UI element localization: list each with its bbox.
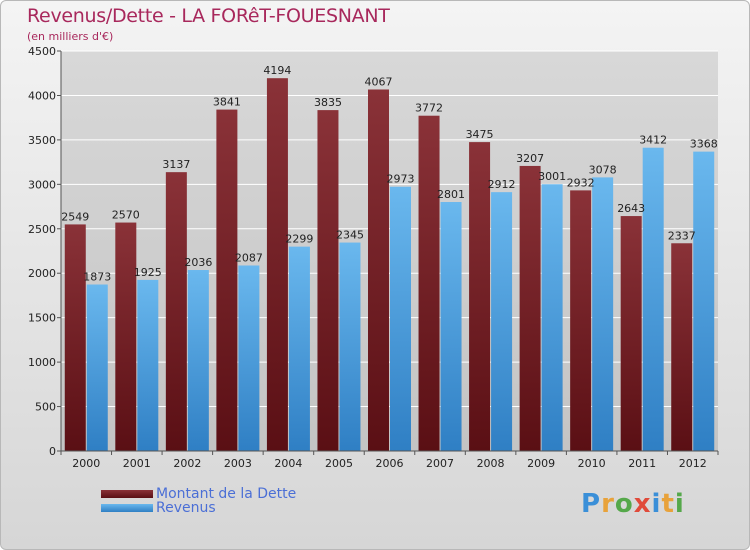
y-tick-label: 500: [35, 401, 56, 414]
data-label-revenus: 3412: [639, 134, 667, 147]
data-label-revenus: 2973: [387, 173, 415, 186]
x-tick-label: 2000: [72, 457, 100, 470]
bar-revenus: [592, 177, 614, 451]
bar-dette: [115, 222, 137, 451]
bar-dette: [469, 142, 491, 451]
bar-revenus: [491, 192, 513, 451]
axis-layer: 0 500 1000 1500 2000 2500 3000 3500 4000 4500 2000…: [28, 45, 719, 470]
x-tick-label: 2008: [477, 457, 505, 470]
bar-dette: [519, 165, 541, 451]
chart-title: Revenus/Dette - LA FORêT-FOUESNANT: [27, 5, 390, 27]
x-tick-label: 2005: [325, 457, 353, 470]
x-tick-label: 2011: [628, 457, 656, 470]
bar-revenus: [187, 270, 209, 451]
data-label-revenus: 2912: [488, 178, 516, 191]
bar-revenus: [390, 186, 411, 451]
bar-revenus: [288, 246, 310, 451]
y-tick-label: 4500: [28, 45, 56, 58]
data-label-dette: 3475: [466, 128, 494, 141]
y-tick-label: 3000: [28, 178, 56, 191]
legend-item-revenus: Revenus: [101, 500, 361, 516]
bar-dette: [317, 110, 339, 451]
data-label-dette: 3137: [162, 158, 190, 171]
bar-dette: [368, 89, 389, 451]
data-label-dette: 4067: [365, 75, 393, 88]
bar-dette: [418, 115, 440, 451]
bar-dette: [165, 172, 187, 451]
x-tick-label: 2004: [274, 457, 302, 470]
data-label-revenus: 2087: [235, 251, 263, 264]
logo-letter: o: [614, 489, 634, 519]
x-tick-label: 2001: [123, 457, 151, 470]
y-tick-label: 3500: [28, 134, 56, 147]
y-tick-label: 0: [49, 445, 56, 458]
y-tick-label: 2000: [28, 267, 56, 280]
y-tick-label: 4000: [28, 89, 56, 102]
data-label-revenus: 1925: [134, 266, 162, 279]
x-tick-label: 2007: [426, 457, 454, 470]
x-tick-label: 2012: [679, 457, 707, 470]
bar-revenus: [238, 265, 260, 451]
bar-revenus: [86, 284, 108, 451]
data-label-revenus: 3078: [589, 163, 617, 176]
data-label-dette: 2337: [668, 229, 696, 242]
logo-letter: i: [651, 489, 662, 519]
x-tick-label: 2003: [224, 457, 252, 470]
data-label-dette: 3841: [213, 96, 241, 109]
bar-revenus: [339, 242, 361, 451]
legend-label-dette: Montant de la Dette: [156, 486, 297, 502]
bars-layer: [64, 78, 715, 452]
bar-dette: [266, 78, 288, 451]
data-label-dette: 4194: [263, 64, 291, 77]
data-label-revenus: 2345: [336, 229, 364, 242]
legend-swatch-revenus: [101, 504, 153, 512]
proxiti-logo: Proxiti: [581, 489, 685, 519]
data-label-dette: 3772: [415, 102, 443, 115]
data-label-revenus: 3001: [538, 170, 566, 183]
legend: Montant de la Dette Revenus: [101, 486, 361, 516]
bar-dette: [64, 224, 86, 451]
legend-label-revenus: Revenus: [156, 500, 216, 516]
data-label-dette: 2643: [617, 202, 645, 215]
bar-revenus: [541, 184, 563, 451]
bar-dette: [671, 243, 693, 451]
bar-revenus: [440, 202, 462, 451]
x-tick-label: 2002: [173, 457, 201, 470]
data-label-dette: 2570: [112, 209, 140, 222]
logo-letter: x: [633, 489, 652, 519]
x-tick-label: 2009: [527, 457, 555, 470]
x-tick-label: 2010: [578, 457, 606, 470]
chart-subtitle: (en milliers d'€): [27, 30, 114, 43]
bar-dette: [216, 109, 238, 452]
y-tick-label: 2500: [28, 223, 56, 236]
plot-area: [61, 51, 718, 451]
bar-revenus: [693, 151, 715, 451]
data-label-dette: 3835: [314, 96, 342, 109]
data-label-revenus: 2036: [184, 256, 212, 269]
bar-dette: [570, 190, 592, 451]
bar-dette: [620, 216, 642, 451]
data-label-revenus: 1873: [83, 271, 111, 284]
x-tick-label: 2006: [376, 457, 404, 470]
data-label-revenus: 3368: [690, 138, 718, 151]
data-label-revenus: 2801: [437, 188, 465, 201]
data-label-dette: 2932: [567, 176, 595, 189]
data-label-revenus: 2299: [285, 233, 313, 246]
data-label-dette: 2549: [61, 210, 89, 223]
y-tick-label: 1000: [28, 356, 56, 369]
y-tick-label: 1500: [28, 312, 56, 325]
legend-swatch-dette: [101, 490, 153, 498]
logo-letter: t: [661, 489, 675, 519]
bar-revenus: [642, 147, 664, 451]
logo-letter: P: [581, 489, 602, 519]
bar-revenus: [137, 279, 159, 451]
legend-item-dette: Montant de la Dette: [101, 486, 361, 502]
data-label-dette: 3207: [516, 152, 544, 165]
logo-letter: i: [674, 489, 685, 519]
labels-layer: 2549 1873 2570 1925 3137 2036 3841 2087 4194 2299…: [61, 64, 717, 283]
logo-letter: r: [601, 489, 615, 519]
